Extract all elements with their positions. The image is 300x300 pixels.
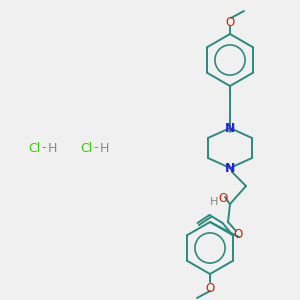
- Text: Cl: Cl: [28, 142, 40, 154]
- Text: H: H: [210, 197, 218, 207]
- Text: Cl: Cl: [80, 142, 92, 154]
- Text: -: -: [94, 142, 98, 154]
- Text: -: -: [42, 142, 46, 154]
- Text: N: N: [225, 122, 235, 134]
- Text: O: O: [206, 281, 214, 295]
- Text: O: O: [233, 227, 243, 241]
- Text: O: O: [218, 193, 228, 206]
- Text: O: O: [225, 16, 235, 28]
- Text: H: H: [47, 142, 57, 154]
- Text: N: N: [225, 161, 235, 175]
- Text: H: H: [99, 142, 109, 154]
